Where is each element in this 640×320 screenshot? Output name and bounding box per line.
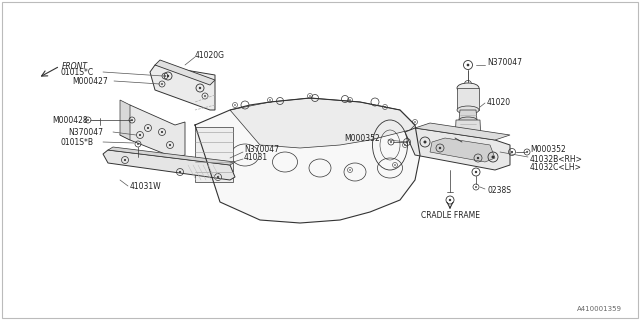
Circle shape bbox=[394, 164, 396, 166]
Circle shape bbox=[179, 171, 181, 173]
Circle shape bbox=[467, 64, 469, 66]
Text: N370047: N370047 bbox=[244, 145, 279, 154]
Text: N370047: N370047 bbox=[487, 58, 522, 67]
Circle shape bbox=[217, 176, 219, 178]
Circle shape bbox=[439, 147, 441, 149]
Circle shape bbox=[449, 199, 451, 201]
Ellipse shape bbox=[457, 106, 479, 114]
Circle shape bbox=[475, 171, 477, 173]
Polygon shape bbox=[455, 120, 481, 142]
Circle shape bbox=[467, 83, 469, 85]
Polygon shape bbox=[108, 147, 235, 165]
Circle shape bbox=[511, 151, 513, 153]
Text: M000428: M000428 bbox=[52, 116, 88, 124]
Circle shape bbox=[492, 156, 495, 158]
Text: 0238S: 0238S bbox=[487, 186, 511, 195]
Text: 41020: 41020 bbox=[487, 98, 511, 107]
Text: 41031: 41031 bbox=[244, 153, 268, 162]
Circle shape bbox=[167, 75, 169, 77]
Circle shape bbox=[424, 140, 426, 143]
Polygon shape bbox=[155, 60, 215, 85]
Text: 41020G: 41020G bbox=[195, 51, 225, 60]
Polygon shape bbox=[195, 98, 420, 223]
Polygon shape bbox=[150, 65, 215, 110]
Text: A410001359: A410001359 bbox=[577, 306, 622, 312]
Text: M000427: M000427 bbox=[72, 76, 108, 85]
Text: 0101S*B: 0101S*B bbox=[60, 138, 93, 147]
Circle shape bbox=[404, 144, 406, 146]
Polygon shape bbox=[459, 110, 477, 120]
Text: M000352: M000352 bbox=[530, 145, 566, 154]
Circle shape bbox=[390, 141, 392, 143]
Circle shape bbox=[137, 143, 139, 145]
Circle shape bbox=[87, 119, 89, 121]
Circle shape bbox=[349, 99, 351, 101]
Circle shape bbox=[309, 95, 311, 97]
Circle shape bbox=[161, 131, 163, 133]
Circle shape bbox=[204, 95, 206, 97]
Bar bbox=[195, 127, 233, 182]
Polygon shape bbox=[405, 128, 510, 170]
Circle shape bbox=[139, 134, 141, 136]
Polygon shape bbox=[103, 150, 235, 180]
Circle shape bbox=[526, 151, 528, 153]
Circle shape bbox=[124, 159, 126, 161]
Circle shape bbox=[164, 75, 166, 77]
Ellipse shape bbox=[455, 137, 481, 147]
Circle shape bbox=[384, 106, 386, 108]
Polygon shape bbox=[430, 138, 495, 162]
Text: N370047: N370047 bbox=[68, 127, 103, 137]
Circle shape bbox=[406, 141, 408, 143]
Circle shape bbox=[234, 104, 236, 106]
Circle shape bbox=[414, 121, 416, 123]
Polygon shape bbox=[457, 88, 479, 110]
Text: 0101S*C: 0101S*C bbox=[60, 68, 93, 76]
Polygon shape bbox=[415, 123, 510, 140]
Text: M000352: M000352 bbox=[344, 133, 380, 142]
Circle shape bbox=[475, 186, 477, 188]
Circle shape bbox=[477, 157, 479, 159]
Circle shape bbox=[131, 119, 133, 121]
Polygon shape bbox=[120, 100, 130, 140]
Polygon shape bbox=[230, 98, 415, 148]
Text: 41032B<RH>: 41032B<RH> bbox=[530, 155, 583, 164]
Circle shape bbox=[349, 169, 351, 171]
Circle shape bbox=[199, 87, 201, 89]
Text: 41032C<LH>: 41032C<LH> bbox=[530, 163, 582, 172]
Circle shape bbox=[161, 83, 163, 85]
Circle shape bbox=[147, 127, 149, 129]
Ellipse shape bbox=[459, 117, 477, 123]
Ellipse shape bbox=[457, 83, 479, 93]
Text: CRADLE FRAME: CRADLE FRAME bbox=[421, 211, 480, 220]
Circle shape bbox=[169, 144, 171, 146]
Circle shape bbox=[269, 99, 271, 101]
Text: 41031W: 41031W bbox=[130, 181, 162, 190]
Polygon shape bbox=[120, 105, 185, 158]
Text: FRONT: FRONT bbox=[62, 61, 88, 70]
